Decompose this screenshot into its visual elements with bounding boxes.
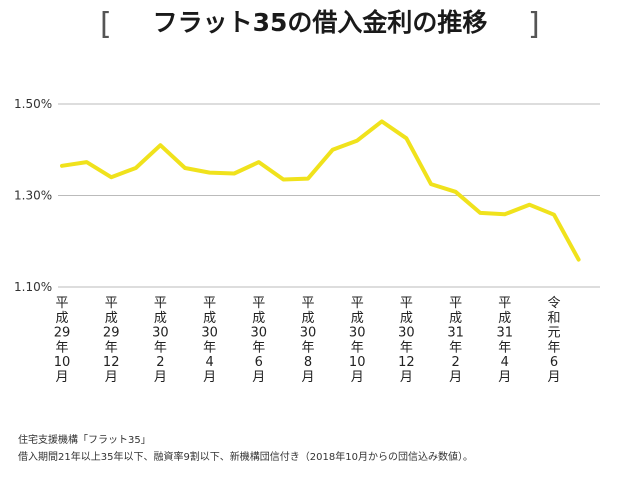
x-category-label: 平成 30 年 8 月	[300, 296, 317, 385]
x-category-label: 令和元年 6 月	[547, 296, 560, 385]
x-category-label: 平成 29 年 12 月	[103, 296, 120, 385]
x-category-label: 平成 30 年 12 月	[398, 296, 415, 385]
x-category-label: 平成 30 年 6 月	[251, 296, 268, 385]
x-category-label: 平成 30 年 4 月	[201, 296, 218, 385]
x-category-label: 平成 30 年 10 月	[349, 296, 366, 385]
y-tick-label: 1.10%	[14, 280, 52, 294]
x-axis-category-labels: 平成 29 年 10 月 平成 29 年 12 月 平成 30 年 2 月 平成 30 年 4 月 平成 30 年 6 月 平成 3…	[54, 296, 561, 385]
source-note: 住宅支援機構「フラット35」	[18, 435, 151, 446]
y-tick-label: 1.30%	[14, 189, 52, 203]
rate-series-line	[60, 119, 581, 262]
x-category-label: 平成 29 年 10 月	[54, 296, 71, 385]
y-tick-label: 1.50%	[14, 97, 52, 111]
title-group: [ フラット35の借入金利の推移 ]	[100, 7, 540, 42]
x-category-label: 平成 30 年 2 月	[152, 296, 169, 385]
title-bracket-right: ]	[528, 7, 540, 42]
y-axis-tick-labels: 1.50% 1.30% 1.10%	[14, 97, 52, 294]
x-category-label: 平成 31 年 4 月	[497, 296, 514, 385]
gridlines	[58, 103, 600, 288]
series-line-group	[60, 119, 581, 262]
source-conditions-note: 借入期間21年以上35年以下、融資率9割以下、新機構団信付き（2018年10月か…	[18, 452, 473, 463]
x-category-label: 平成 31 年 2 月	[447, 296, 464, 385]
chart-title: フラット35の借入金利の推移	[153, 8, 488, 37]
title-bracket-left: [	[100, 7, 112, 42]
